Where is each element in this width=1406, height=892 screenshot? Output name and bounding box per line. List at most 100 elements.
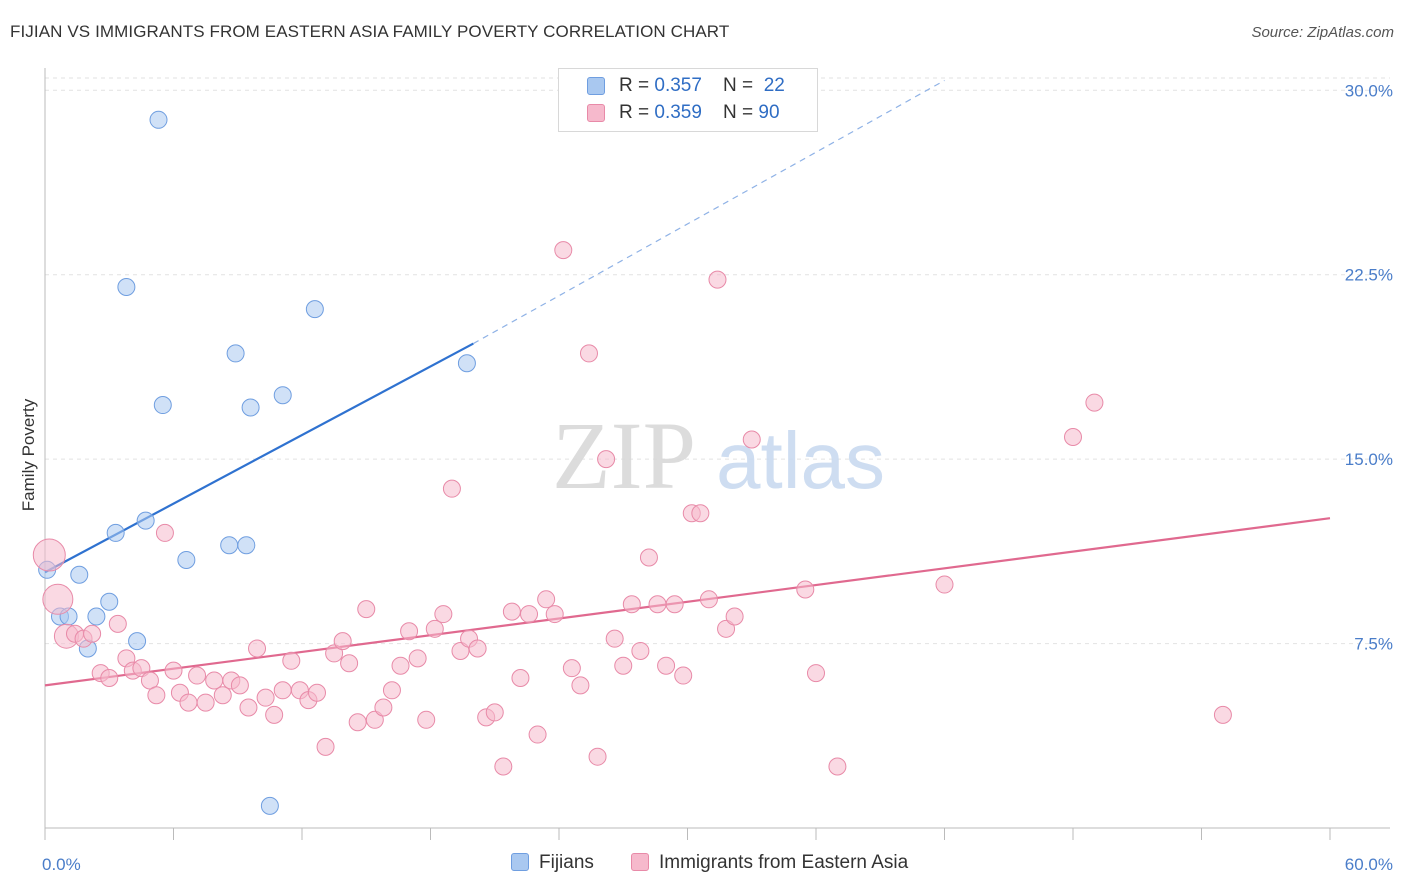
fijians-point-21 (457, 354, 476, 373)
bottom-legend-swatch-fijians (511, 853, 529, 871)
y-tick-labels: 7.5% 15.0% 22.5% 30.0% (1345, 81, 1393, 653)
immigrants-point-85 (828, 757, 847, 776)
immigrants-point-41 (382, 681, 401, 700)
legend-swatch-immigrants (587, 104, 605, 122)
grid-lines (45, 77, 1390, 645)
immigrants-point-72 (648, 595, 667, 614)
immigrants-point-37 (348, 713, 367, 732)
immigrants-point-25 (248, 639, 267, 658)
immigrants-point-63 (571, 676, 590, 695)
immigrants-point-38 (357, 600, 376, 619)
fijians-point-16 (237, 536, 256, 555)
fijians-point-7 (106, 523, 125, 542)
immigrants-point-84 (807, 664, 825, 683)
immigrants-point-15 (164, 661, 183, 680)
immigrants-point-39 (365, 710, 384, 729)
immigrants-point-67 (605, 629, 624, 648)
axes (44, 68, 1390, 840)
bottom-legend-label-immigrants: Immigrants from Eastern Asia (659, 852, 909, 873)
immigrants-point-56 (511, 669, 530, 687)
fijians-point-11 (149, 110, 168, 129)
immigrants-point-61 (554, 241, 573, 260)
immigrants-point-80 (717, 619, 736, 638)
fijians-point-13 (177, 550, 196, 569)
fijians-point-18 (260, 796, 279, 815)
stats-legend: R = 0.357 N = 22 R = 0.359 N = 90 (558, 68, 818, 132)
immigrants-point-21 (213, 686, 232, 705)
immigrants-point-32 (307, 683, 326, 702)
immigrants-point-34 (325, 644, 344, 663)
immigrants-point-44 (408, 649, 427, 668)
immigrants-point-77 (691, 504, 710, 523)
watermark-zip: ZIP (552, 402, 696, 509)
immigrants-point-51 (468, 639, 487, 658)
x-tick-label-0: 0.0% (42, 855, 81, 874)
immigrants-point-55 (502, 602, 521, 621)
immigrants-point-53 (485, 703, 504, 722)
y-tick-label-3: 30.0% (1345, 81, 1393, 100)
immigrants-point-81 (725, 607, 744, 626)
immigrants-point-8 (108, 614, 127, 633)
immigrants-point-17 (179, 693, 198, 712)
legend-text-immigrants: R = 0.359 N = 90 (619, 102, 780, 123)
legend-swatch-fijians (587, 77, 605, 95)
immigrants-point-7 (100, 669, 119, 687)
immigrants-point-73 (657, 656, 676, 675)
immigrants-point-35 (333, 632, 352, 651)
y-tick-label-0: 7.5% (1354, 635, 1393, 654)
immigrants-point-86 (935, 575, 954, 594)
legend-text-fijians: R = 0.357 N = 22 (619, 75, 785, 96)
immigrants-point-5 (83, 624, 102, 643)
fijians-point-20 (305, 300, 324, 319)
fijians-point-15 (226, 344, 245, 363)
fijians-point-17 (241, 398, 260, 417)
bottom-legend-swatch-immigrants (631, 853, 649, 871)
y-tick-label-1: 15.0% (1345, 450, 1393, 469)
immigrants-point-64 (579, 344, 598, 363)
immigrants-point-83 (796, 580, 815, 599)
immigrants-point-87 (1064, 428, 1082, 447)
immigrants-point-33 (316, 737, 335, 756)
immigrants-point-57 (520, 605, 539, 624)
immigrants-point-62 (562, 659, 581, 678)
immigrants-point-36 (340, 654, 359, 673)
immigrants-trend-line (44, 517, 1331, 687)
immigrants-point-43 (400, 622, 419, 641)
bottom-legend-label-fijians: Fijians (539, 852, 594, 873)
immigrants-point-48 (442, 479, 461, 498)
fijians-point-14 (220, 536, 239, 555)
fijians-point-9 (128, 632, 147, 651)
immigrants-point-23 (230, 676, 249, 695)
source-label: Source: ZipAtlas.com (1251, 24, 1394, 41)
immigrants-point-13 (147, 686, 166, 705)
y-axis-title: Family Poverty (19, 398, 38, 511)
fijians-point-6 (100, 592, 119, 611)
watermark: ZIP atlas (552, 402, 885, 509)
immigrants-point-47 (434, 605, 453, 624)
immigrants-point-54 (494, 757, 513, 776)
fijians-point-10 (136, 511, 155, 530)
immigrants-point-78 (699, 590, 718, 609)
trend-lines (44, 79, 1331, 687)
immigrants-point-65 (588, 747, 607, 766)
immigrants-point-42 (391, 656, 410, 675)
immigrants-point-82 (742, 430, 761, 449)
immigrants-point-11 (132, 659, 151, 678)
immigrants-point-24 (239, 698, 258, 717)
immigrants-point-79 (708, 270, 727, 289)
fijians-point-3 (70, 565, 89, 584)
immigrants-point-40 (374, 698, 393, 717)
fijians-point-8 (117, 278, 136, 297)
immigrants-point-20 (205, 671, 224, 690)
immigrants-point-45 (417, 710, 436, 729)
immigrants-point-74 (665, 595, 684, 614)
y-tick-label-2: 22.5% (1345, 266, 1393, 285)
immigrants-point-1 (42, 583, 74, 615)
fijians-point-19 (273, 386, 292, 405)
immigrants-point-18 (188, 666, 207, 685)
immigrants-point-0 (32, 538, 66, 572)
immigrants-point-58 (528, 725, 547, 744)
immigrants-point-75 (674, 666, 693, 685)
fijians-point-12 (153, 396, 172, 415)
